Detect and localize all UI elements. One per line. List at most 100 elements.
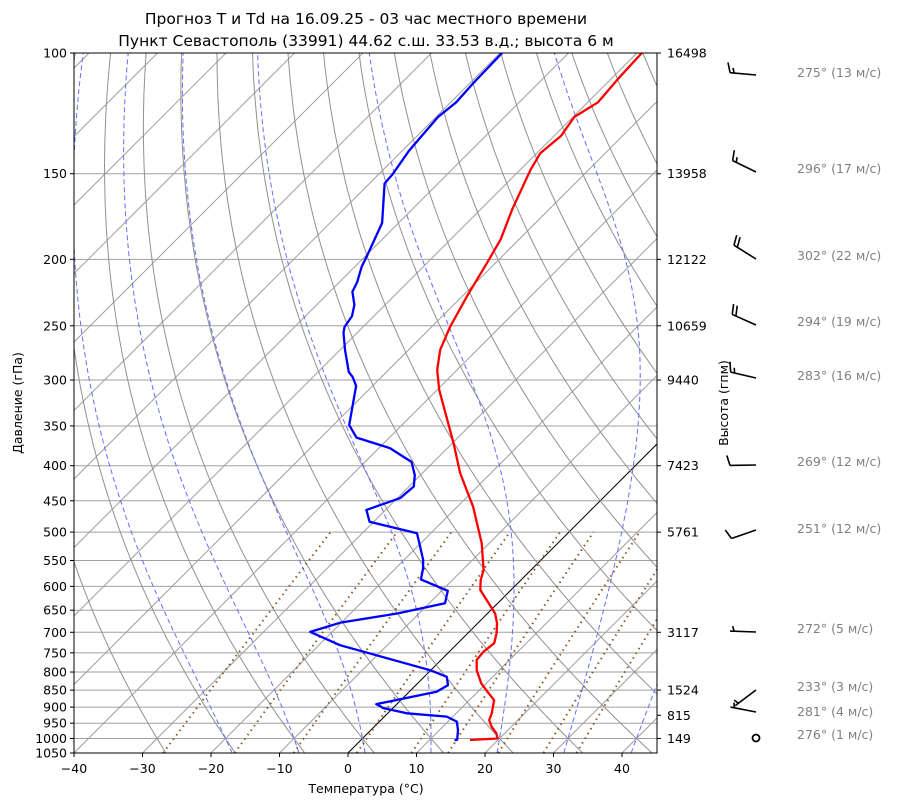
dry-adiabat bbox=[394, 53, 860, 753]
wind-barb bbox=[734, 690, 756, 706]
y-tick-label: 1050 bbox=[35, 746, 67, 761]
height-tick-label: 5761 bbox=[667, 525, 699, 540]
wind-barb bbox=[727, 456, 756, 466]
x-tick-label: 40 bbox=[614, 761, 630, 776]
barb-full bbox=[730, 362, 731, 372]
height-tick-label: 10659 bbox=[667, 318, 707, 333]
y-tick-label: 450 bbox=[43, 493, 67, 508]
calm-circle-icon bbox=[753, 735, 760, 742]
x-tick-label: 0 bbox=[344, 761, 352, 776]
wind-label: 294° (19 м/с) bbox=[797, 314, 881, 329]
height-tick-label: 7423 bbox=[667, 458, 699, 473]
barb-full bbox=[736, 306, 737, 316]
y-tick-label: 250 bbox=[43, 318, 67, 333]
dry-adiabat bbox=[820, 53, 900, 753]
x-tick-label: −30 bbox=[129, 761, 155, 776]
wind-barb bbox=[730, 362, 756, 378]
barb-full bbox=[732, 304, 733, 314]
isotherm-line bbox=[0, 53, 226, 753]
mixing-ratio-line bbox=[448, 532, 593, 753]
x-tick-label: −10 bbox=[266, 761, 292, 776]
wind-barb bbox=[732, 304, 756, 325]
x-tick-label: −40 bbox=[61, 761, 87, 776]
height-tick-label: 16498 bbox=[667, 46, 707, 61]
wind-barb bbox=[730, 703, 756, 712]
x-tick-label: 10 bbox=[409, 761, 425, 776]
dry-adiabat bbox=[430, 53, 900, 753]
isotherm-line bbox=[622, 53, 900, 753]
height-tick-label: 1524 bbox=[667, 683, 699, 698]
wind-label: 302° (22 м/с) bbox=[797, 248, 881, 263]
wind-label: 233° (3 м/с) bbox=[797, 679, 873, 694]
y-tick-label: 550 bbox=[43, 553, 67, 568]
barb-half bbox=[736, 157, 737, 162]
wind-barb bbox=[728, 63, 756, 75]
dry-adiabat bbox=[749, 53, 900, 753]
barb-full bbox=[734, 235, 737, 245]
height-tick-label: 9440 bbox=[667, 373, 699, 388]
background-lines bbox=[0, 53, 900, 753]
y-tick-label: 200 bbox=[43, 252, 67, 267]
mixing-ratio-line bbox=[294, 532, 452, 753]
moist-adiabat bbox=[73, 53, 232, 753]
wind-label: 269° (12 м/с) bbox=[797, 454, 881, 469]
height-tick-label: 149 bbox=[667, 731, 691, 746]
isotherm-line bbox=[0, 53, 637, 753]
dry-adiabat bbox=[607, 53, 900, 753]
wind-barb bbox=[734, 235, 756, 259]
isotherm-line bbox=[485, 53, 900, 753]
plot-frame bbox=[74, 53, 657, 753]
profiles bbox=[310, 53, 642, 740]
wind-barb bbox=[733, 150, 756, 172]
moist-adiabat bbox=[182, 53, 365, 753]
y-tick-label: 750 bbox=[43, 645, 67, 660]
wind-label: 275° (13 м/с) bbox=[797, 65, 881, 80]
dry-adiabat bbox=[643, 53, 900, 753]
dry-adiabat bbox=[785, 53, 900, 753]
moist-adiabat bbox=[554, 53, 640, 753]
dry-adiabat bbox=[678, 53, 900, 753]
dry-adiabat bbox=[288, 53, 652, 753]
dry-adiabat bbox=[324, 53, 722, 753]
y-tick-label: 600 bbox=[43, 579, 67, 594]
wind-label: 272° (5 м/с) bbox=[797, 621, 873, 636]
dewpoint-line bbox=[310, 53, 502, 740]
dry-adiabat bbox=[105, 53, 305, 753]
barb-full bbox=[733, 150, 735, 160]
isotherm-line bbox=[0, 53, 569, 753]
wind-label: 283° (16 м/с) bbox=[797, 368, 881, 383]
y-axis-right-label: Высота (гпм) bbox=[716, 360, 731, 446]
y-tick-label: 150 bbox=[43, 166, 67, 181]
barb-half bbox=[734, 703, 735, 708]
wind-label: 276° (1 м/с) bbox=[797, 727, 873, 742]
height-tick-label: 3117 bbox=[667, 625, 699, 640]
height-tick-label: 13958 bbox=[667, 166, 707, 181]
chart-title-line2: Пункт Севастополь (33991) 44.62 с.ш. 33.… bbox=[118, 32, 613, 50]
barb-half bbox=[733, 68, 734, 73]
y-tick-label: 900 bbox=[43, 700, 67, 715]
y-tick-label: 650 bbox=[43, 603, 67, 618]
isotherm-line bbox=[0, 53, 500, 753]
barb-full bbox=[727, 456, 730, 466]
y-tick-label: 1000 bbox=[35, 731, 67, 746]
chart-title-line1: Прогноз T и Td на 16.09.25 - 03 час мест… bbox=[145, 10, 587, 28]
x-tick-label: 20 bbox=[477, 761, 493, 776]
dry-adiabat bbox=[714, 53, 900, 753]
isotherm-line bbox=[6, 53, 706, 753]
y-axis-label: Давление (гПа) bbox=[10, 352, 25, 454]
y-tick-label: 500 bbox=[43, 525, 67, 540]
y-tick-label: 800 bbox=[43, 665, 67, 680]
y-tick-label: 850 bbox=[43, 683, 67, 698]
y-tick-label: 400 bbox=[43, 458, 67, 473]
barb-full bbox=[728, 63, 730, 73]
y-tick-label: 100 bbox=[43, 46, 67, 61]
barb-shaft bbox=[731, 530, 756, 538]
wind-label: 251° (12 м/с) bbox=[797, 521, 881, 536]
mixing-ratio-line bbox=[412, 532, 561, 753]
wind-barb bbox=[725, 530, 756, 538]
wind-barb bbox=[753, 735, 760, 742]
wind-label: 296° (17 м/с) bbox=[797, 161, 881, 176]
height-tick-label: 12122 bbox=[667, 252, 707, 267]
